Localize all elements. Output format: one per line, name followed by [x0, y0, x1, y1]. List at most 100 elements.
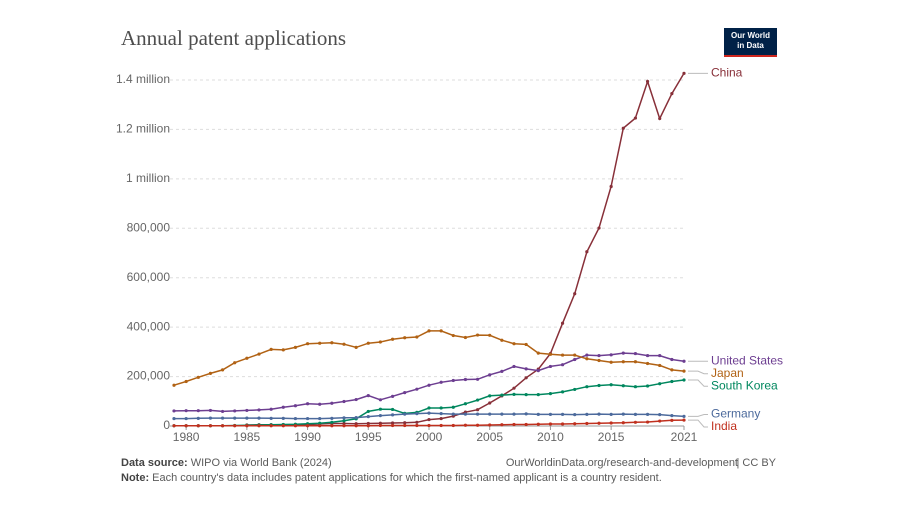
data-point [609, 353, 613, 357]
data-point [451, 378, 455, 383]
data-point [196, 375, 200, 379]
data-point [257, 408, 261, 412]
data-point [439, 380, 443, 384]
data-point [354, 397, 358, 402]
data-point [609, 184, 613, 189]
data-point [536, 412, 540, 416]
data-point [403, 391, 407, 395]
y-tick-label: 400,000 [127, 319, 171, 333]
x-tick-label: 2005 [476, 430, 503, 444]
data-point [439, 423, 443, 428]
data-point [609, 383, 613, 387]
data-point [475, 408, 480, 412]
data-point [184, 416, 188, 421]
data-point [366, 409, 370, 414]
data-point [512, 342, 516, 346]
data-point [524, 367, 528, 371]
data-point [682, 359, 686, 363]
data-point [330, 416, 334, 420]
data-point [670, 418, 674, 422]
data-point [645, 384, 650, 388]
data-point [342, 421, 346, 426]
legend-label: Japan [711, 366, 744, 380]
data-point [463, 423, 468, 427]
data-point [257, 416, 261, 420]
data-point [512, 386, 516, 390]
data-point [257, 424, 261, 428]
data-point [621, 384, 625, 388]
data-point [439, 329, 443, 333]
data-point [220, 409, 225, 414]
data-point [609, 412, 613, 416]
data-point [658, 353, 662, 358]
data-point [403, 412, 407, 416]
legend-label: Germany [711, 407, 760, 421]
data-point [645, 353, 650, 358]
logo: Our World in Data [724, 28, 777, 57]
x-tick-label: 1980 [173, 430, 200, 444]
data-point [560, 353, 565, 357]
source-url: OurWorldinData.org/research-and-developm… [506, 457, 738, 469]
data-point [463, 402, 468, 406]
data-point [196, 416, 200, 420]
data-point [366, 415, 370, 419]
data-point [378, 340, 383, 344]
source-text: WIPO via World Bank (2024) [191, 457, 332, 469]
logo-bar [724, 55, 777, 57]
note-text: Each country's data includes patent appl… [152, 472, 662, 484]
data-point [524, 412, 528, 416]
data-point [645, 420, 650, 424]
data-point [172, 409, 176, 413]
data-point [475, 412, 480, 416]
data-point [488, 423, 492, 427]
data-point [330, 424, 334, 428]
data-point [609, 360, 613, 364]
data-point [548, 412, 553, 416]
y-tick-label: 600,000 [127, 270, 171, 284]
data-point [633, 412, 638, 416]
data-point [245, 416, 249, 420]
data-point [305, 402, 310, 406]
x-tick-label: 1985 [234, 430, 261, 444]
data-point [585, 421, 589, 426]
data-point [633, 420, 638, 424]
data-point [366, 394, 370, 398]
data-point [573, 422, 577, 426]
data-point [281, 348, 285, 352]
x-tick-label: 2000 [416, 430, 443, 444]
data-point [500, 369, 504, 373]
data-point [633, 360, 638, 364]
data-point [318, 341, 322, 345]
source-label: Data source: [121, 457, 188, 469]
data-point [172, 416, 176, 421]
data-point [573, 357, 577, 362]
data-point [378, 407, 383, 411]
data-point [233, 424, 237, 428]
data-point [451, 333, 455, 338]
data-point [682, 414, 686, 418]
data-point [658, 116, 662, 121]
data-point [536, 393, 540, 397]
data-point [184, 409, 188, 413]
data-point [233, 409, 237, 413]
data-point [196, 409, 200, 413]
data-point [208, 416, 213, 420]
legend-label: United States [711, 353, 783, 367]
data-point [488, 401, 492, 405]
data-point [403, 421, 407, 425]
data-point [427, 417, 431, 422]
data-point [378, 398, 383, 402]
data-point [463, 377, 468, 382]
data-point [500, 423, 504, 427]
data-point [293, 424, 298, 428]
data-point [512, 412, 516, 416]
y-tick-label: 1.2 million [116, 122, 170, 136]
data-point [318, 416, 322, 421]
data-point [670, 357, 674, 362]
data-point [548, 392, 553, 396]
data-point [524, 393, 528, 397]
series-line [246, 72, 685, 426]
data-point [475, 423, 480, 427]
x-tick-label: 1990 [294, 430, 321, 444]
data-point [172, 424, 176, 428]
